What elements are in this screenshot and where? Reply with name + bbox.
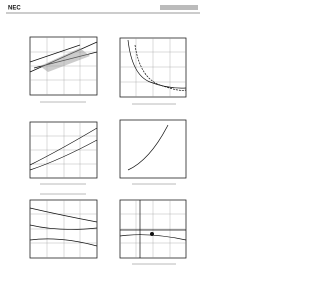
chart-3: [29, 121, 98, 185]
chart-5: [29, 193, 98, 259]
chart-1: [29, 36, 98, 103]
page: NEC: [0, 0, 207, 292]
curve: [127, 39, 187, 89]
shaded-area: [40, 48, 90, 72]
curves: [29, 207, 98, 247]
brand: NEC: [8, 6, 21, 12]
curve: [127, 124, 169, 171]
chart-2: [119, 37, 187, 105]
marker: [150, 232, 154, 236]
grid: [120, 200, 186, 258]
chart-4: [119, 119, 187, 185]
part-number-block: [160, 5, 198, 10]
curve: [134, 44, 187, 91]
chart-6: [119, 199, 187, 265]
grid: [120, 38, 186, 97]
frame: [119, 119, 187, 179]
curves: [29, 127, 98, 171]
background: [0, 0, 207, 292]
grid: [30, 122, 97, 178]
